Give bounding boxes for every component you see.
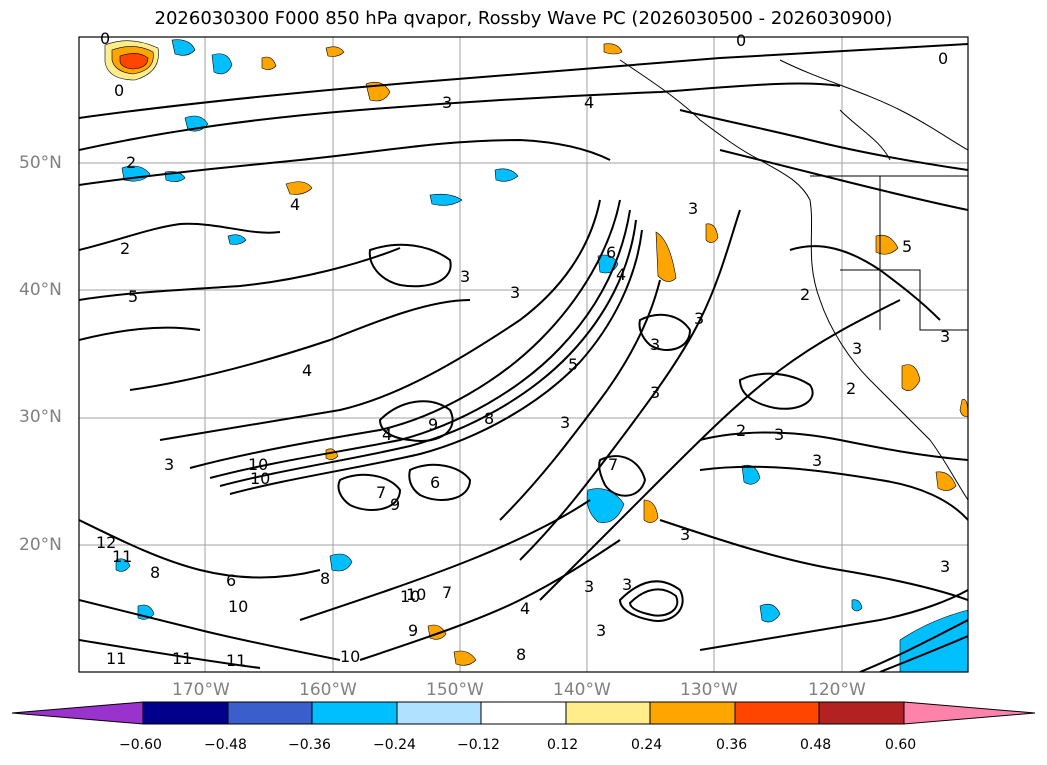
colorbar-bin <box>396 701 482 725</box>
contour-label: 5 <box>128 287 138 306</box>
contour-label: 7 <box>442 583 452 602</box>
colorbar-tick: 0.48 <box>800 737 832 753</box>
contour-label: 2 <box>120 239 130 258</box>
colorbar-bin <box>227 701 313 725</box>
contour-label: 5 <box>902 237 912 256</box>
contour-label: 8 <box>320 569 330 588</box>
lon-label-120w: 120°W <box>808 680 866 700</box>
contour-label: 11 <box>106 649 126 668</box>
colorbar-bin <box>142 701 229 725</box>
lon-label-170w: 170°W <box>172 680 230 700</box>
lon-label-140w: 140°W <box>553 680 611 700</box>
contour-label: 0 <box>114 81 124 100</box>
contour-label: 6 <box>430 473 440 492</box>
colorbar-extend-low <box>11 701 144 725</box>
contour-label: 4 <box>382 425 392 444</box>
gridlines <box>79 37 968 672</box>
contour-label: 3 <box>694 309 704 328</box>
contour-label: 10 <box>340 647 360 666</box>
lon-label-130w: 130°W <box>680 680 738 700</box>
contour-label: 7 <box>608 455 618 474</box>
contour-label: 8 <box>516 645 526 664</box>
colorbar-bin <box>649 701 736 725</box>
colorbar-tick: −0.48 <box>204 737 247 753</box>
contour-label: 8 <box>484 409 494 428</box>
contour-label: 5 <box>568 355 578 374</box>
colorbar <box>11 701 1036 725</box>
contour-label: 11 <box>112 547 132 566</box>
contour-label: 3 <box>940 557 950 576</box>
contour-label: 9 <box>408 621 418 640</box>
contour-label: 4 <box>302 361 312 380</box>
contour-label: 3 <box>650 383 660 402</box>
colorbar-tick: 0.60 <box>885 737 917 753</box>
colorbar-bin <box>734 701 820 725</box>
contour-label: 2 <box>846 379 856 398</box>
colorbar-tick: −0.24 <box>373 737 416 753</box>
contour-label: 10 <box>406 585 426 604</box>
colorbar-bin <box>311 701 398 725</box>
colorbar-tick: 0.36 <box>716 737 748 753</box>
contour-label: 7 <box>376 483 386 502</box>
contour-label: 10 <box>228 597 248 616</box>
colorbar-bin <box>565 701 651 725</box>
lon-label-160w: 160°W <box>299 680 357 700</box>
contour-label: 12 <box>96 533 116 552</box>
contour-label: 0 <box>100 29 110 48</box>
contour-label: 2 <box>126 153 136 172</box>
contour-label: 10 <box>248 455 268 474</box>
contour-label: 3 <box>852 339 862 358</box>
contour-label: 6 <box>226 571 236 590</box>
colorbar-extend-high <box>903 701 1036 725</box>
lat-label-30n: 30°N <box>19 407 62 427</box>
contour-label: 3 <box>560 413 570 432</box>
contour-label: 3 <box>680 525 690 544</box>
colorbar-tick: −0.12 <box>457 737 500 753</box>
colorbar-bin <box>480 701 567 725</box>
contour-label: 10 <box>400 587 420 606</box>
contour-label: 2 <box>736 421 746 440</box>
contour-label: 3 <box>510 283 520 302</box>
colorbar-tick: −0.60 <box>119 737 162 753</box>
contour-label: 3 <box>774 425 784 444</box>
contour-label: 3 <box>596 621 606 640</box>
contour-label: 2 <box>800 285 810 304</box>
contour-label: 3 <box>442 93 452 112</box>
contour-label: 9 <box>428 415 438 434</box>
contour-label: 4 <box>290 195 300 214</box>
contour-label: 0 <box>736 31 746 50</box>
contour-label: 3 <box>688 199 698 218</box>
contour-label: 10 <box>250 469 270 488</box>
contour-label: 3 <box>812 451 822 470</box>
contour-lines <box>79 43 968 672</box>
colorbar-bin <box>818 701 905 725</box>
colorbar-tick: −0.36 <box>288 737 331 753</box>
coastlines <box>619 59 968 501</box>
contour-label: 3 <box>460 267 470 286</box>
lat-label-20n: 20°N <box>19 535 62 555</box>
contour-label: 3 <box>650 335 660 354</box>
contour-label: 0 <box>938 49 948 68</box>
chart-title: 2026030300 F000 850 hPa qvapor, Rossby W… <box>154 8 893 29</box>
contour-label: 3 <box>584 577 594 596</box>
lon-label-150w: 150°W <box>426 680 484 700</box>
contour-label: 3 <box>164 455 174 474</box>
lat-label-50n: 50°N <box>19 153 62 173</box>
contour-label: 4 <box>584 93 594 112</box>
contour-label: 11 <box>226 651 246 670</box>
contour-label: 8 <box>150 563 160 582</box>
contour-label: 4 <box>616 265 626 284</box>
contour-label: 6 <box>606 243 616 262</box>
colorbar-tick: 0.12 <box>547 737 579 753</box>
map-frame <box>78 36 969 673</box>
contour-label: 3 <box>622 575 632 594</box>
contour-label: 11 <box>172 649 192 668</box>
contour-label: 4 <box>520 599 530 618</box>
contour-label: 3 <box>940 327 950 346</box>
lat-label-40n: 40°N <box>19 280 62 300</box>
contour-label: 9 <box>390 495 400 514</box>
colorbar-tick: 0.24 <box>631 737 663 753</box>
